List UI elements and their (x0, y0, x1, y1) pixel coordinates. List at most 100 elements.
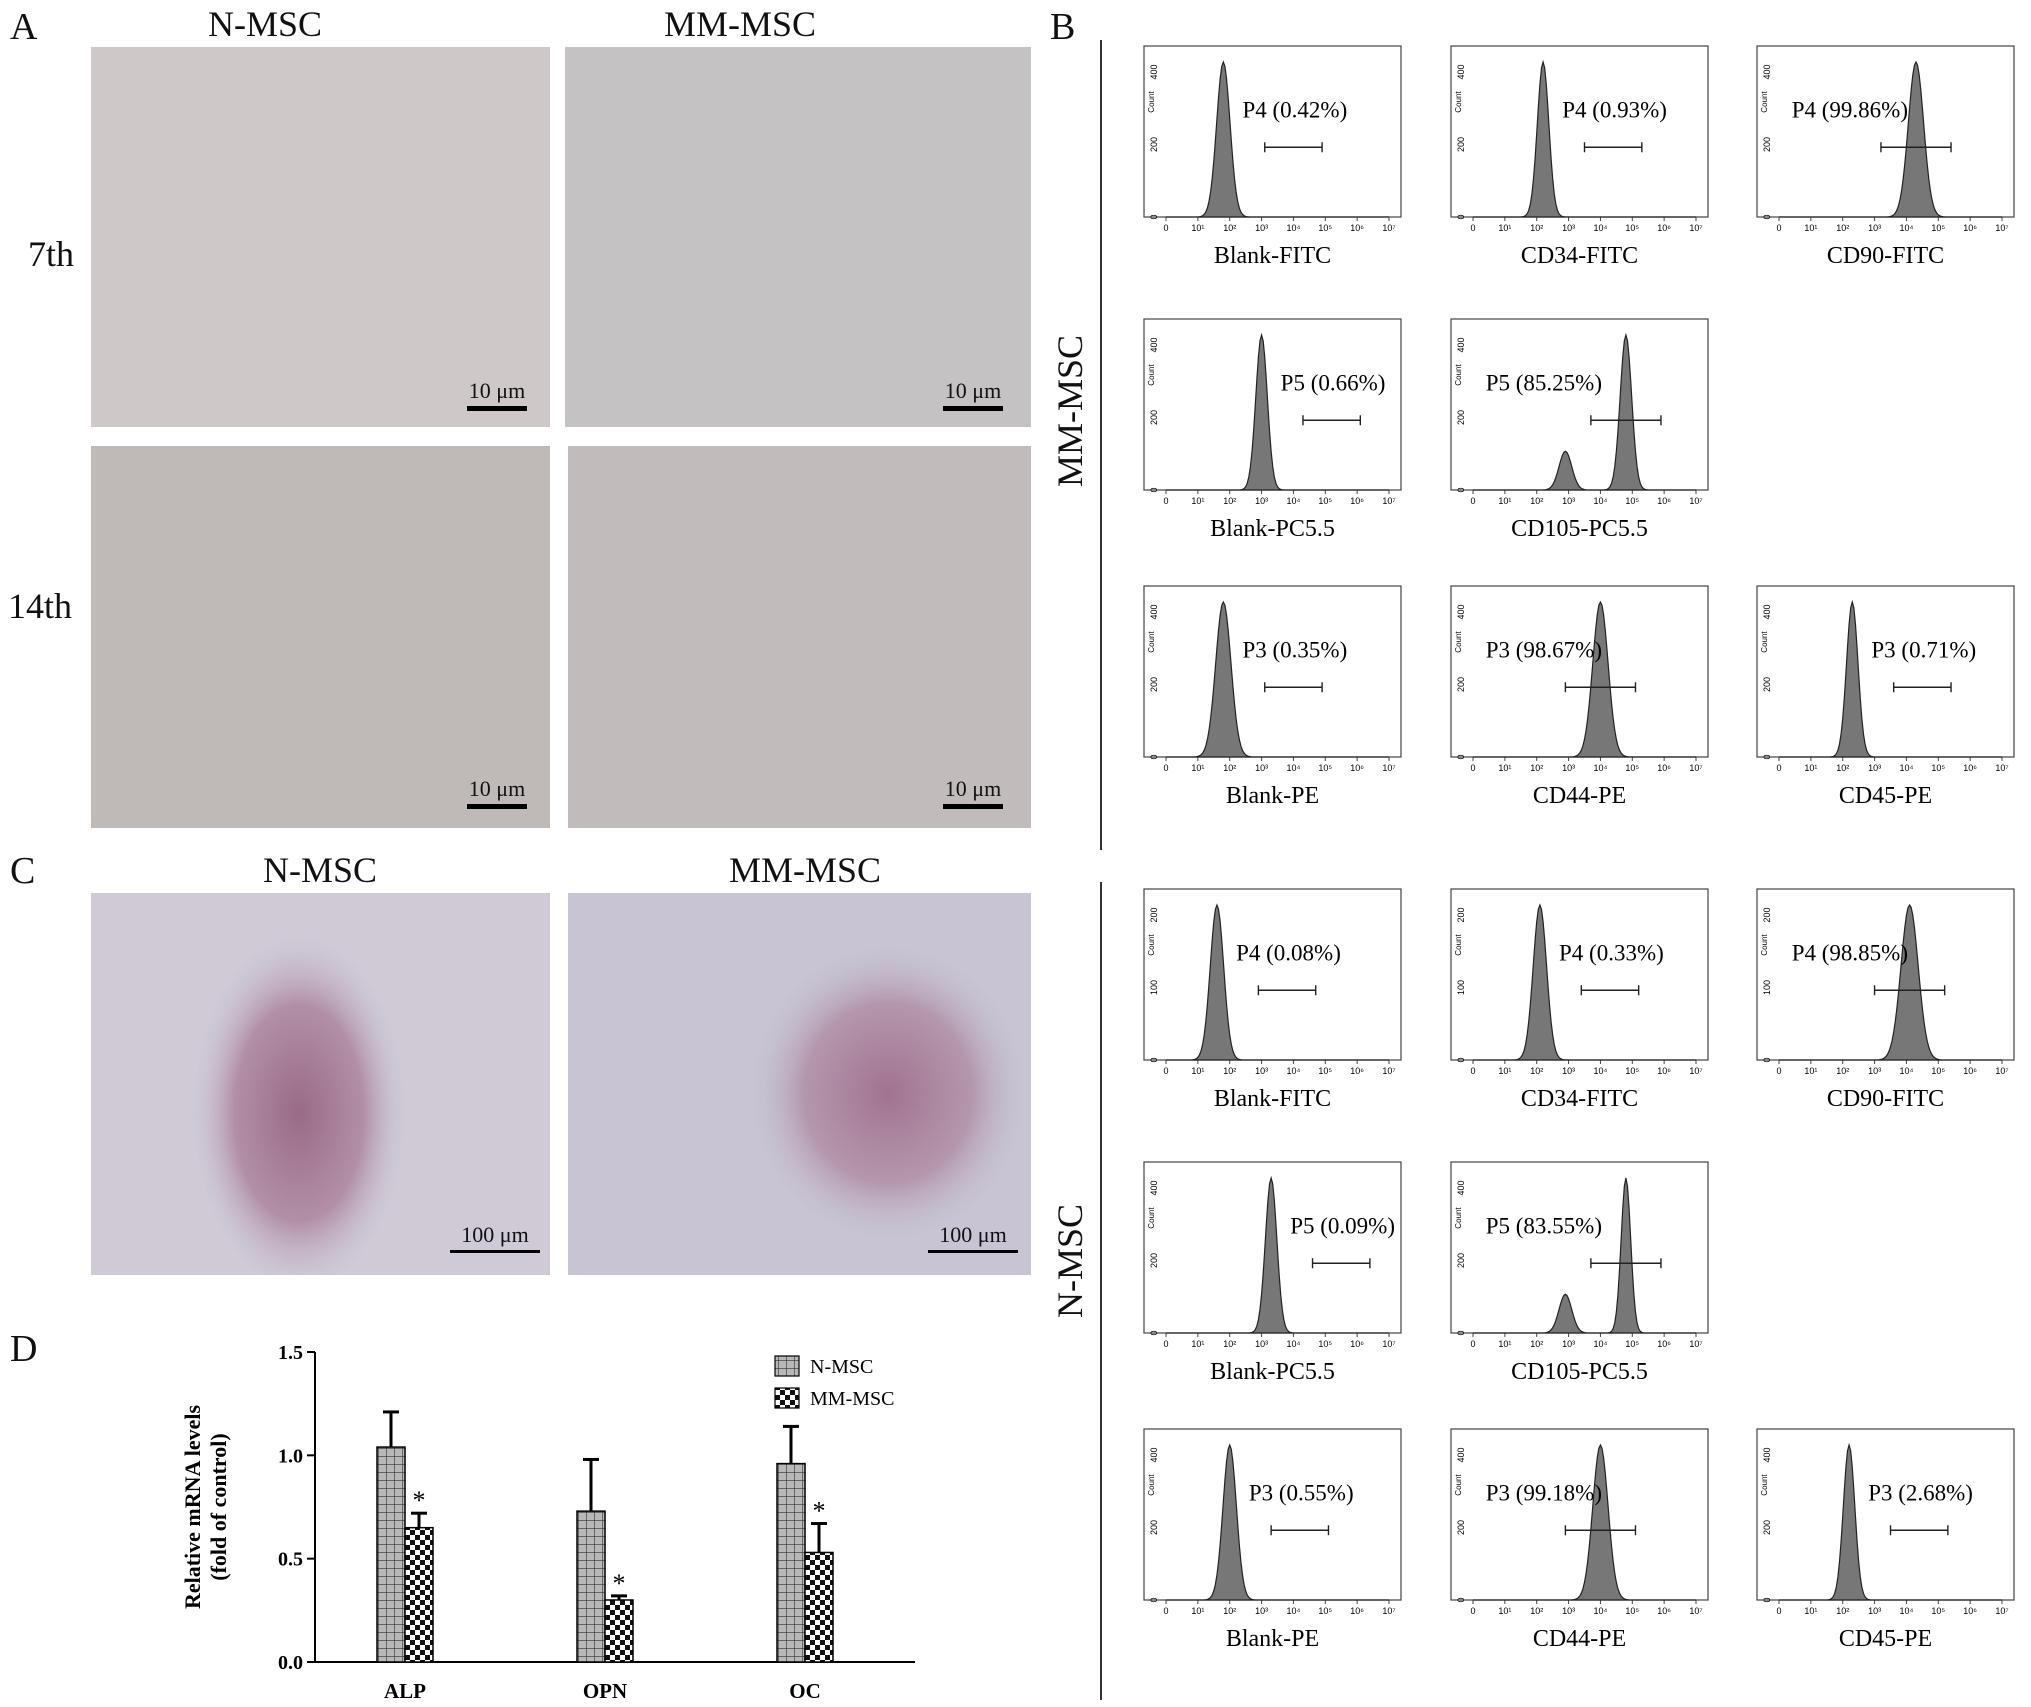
x-tick-label: 10⁵ (1625, 1606, 1639, 1616)
y-tick-label: 200 (1456, 410, 1466, 425)
x-tick-label: 10⁵ (1931, 763, 1945, 773)
x-tick-label: 10⁷ (1995, 1606, 2008, 1616)
y-tick-label: 200 (1762, 677, 1772, 692)
x-tick-label: 0 (1776, 1066, 1781, 1076)
x-tick-label: 10⁴ (1593, 763, 1607, 773)
significance-marker: * (613, 1569, 626, 1598)
flow-histogram: 0 200 400 Count 0 10¹ 10² 10³ 10⁴ 10⁵ 10⁶ 10⁷ P5 (83… (1447, 1158, 1712, 1413)
bar (804, 1551, 834, 1663)
x-tick-label: 10² (1836, 223, 1849, 233)
x-tick-label: 10¹ (1498, 763, 1511, 773)
scale-bar: 100 μm (918, 1222, 1028, 1253)
bar (776, 1462, 806, 1663)
y-tick-label: 1.5 (278, 1342, 303, 1364)
x-tick-label: 10² (1530, 223, 1543, 233)
y-axis-label: Count (1147, 934, 1156, 956)
y-axis-label: Count (1760, 934, 1769, 956)
gate-label: P3 (99.18%) (1486, 1480, 1602, 1505)
gate-label: P5 (0.66%) (1281, 370, 1386, 395)
y-tick-label: 400 (1149, 1447, 1159, 1462)
y-tick-label: 200 (1456, 137, 1466, 152)
x-tick-label: 10⁵ (1931, 1606, 1945, 1616)
y-axis-label: Count (1454, 934, 1463, 956)
gate-label: P4 (0.93%) (1562, 97, 1667, 122)
y-tick-label: 0 (1149, 1597, 1159, 1602)
x-tick-label: 10³ (1562, 763, 1575, 773)
y-tick-label: 200 (1762, 907, 1772, 922)
x-tick-label: 0 (1163, 1606, 1168, 1616)
y-axis-label: Count (1147, 1474, 1156, 1496)
histogram-curve (1779, 60, 2002, 218)
x-tick-label: 10⁷ (1382, 1339, 1395, 1349)
bar (576, 1510, 606, 1663)
x-tick-label: 10³ (1562, 1339, 1575, 1349)
gate-label: P3 (98.67%) (1486, 637, 1602, 662)
scale-bar-label: 100 μm (939, 1222, 1007, 1247)
plot-frame (1450, 1161, 1709, 1334)
x-tick-label: 10⁷ (1382, 1066, 1395, 1076)
bar (604, 1599, 634, 1663)
x-tick-label: 10³ (1562, 223, 1575, 233)
histogram-curve (1473, 59, 1696, 218)
plot-frame (1143, 1428, 1402, 1601)
x-tick-label: 10⁵ (1931, 223, 1945, 233)
histogram-title: Blank-PC5.5 (1210, 516, 1335, 542)
x-tick-label: 10⁷ (1689, 496, 1702, 506)
histogram-title: CD105-PC5.5 (1511, 1359, 1648, 1385)
x-tick-label: 10³ (1255, 763, 1268, 773)
x-tick-label: ALP (384, 1679, 426, 1700)
x-tick-label: 10⁶ (1657, 1606, 1671, 1616)
gate-label: P4 (0.08%) (1236, 940, 1341, 965)
x-tick-label: 10⁵ (1931, 1066, 1945, 1076)
micrograph-mm-msc-7th (565, 47, 1031, 427)
panel-a-column-title: N-MSC (207, 4, 323, 44)
x-tick-label: 10⁶ (1657, 1066, 1671, 1076)
x-tick-label: 10⁶ (1657, 1339, 1671, 1349)
histogram-title: CD44-PE (1533, 783, 1626, 809)
histogram-curve (1166, 60, 1389, 218)
x-tick-label: 10¹ (1804, 1066, 1817, 1076)
histogram-title: CD45-PE (1839, 1626, 1932, 1652)
x-tick-label: 10² (1836, 1606, 1849, 1616)
y-tick-label: 400 (1149, 604, 1159, 619)
y-axis-label: Count (1147, 631, 1156, 653)
x-tick-label: 10⁴ (1593, 223, 1607, 233)
x-tick-label: 10⁷ (1382, 763, 1395, 773)
panel-a-row-title: 14th (8, 586, 73, 626)
x-tick-label: 10⁴ (1593, 1066, 1607, 1076)
x-tick-label: 10³ (1255, 1066, 1268, 1076)
scale-bar-label: 100 μm (461, 1222, 529, 1247)
x-tick-label: 10⁴ (1899, 1066, 1913, 1076)
panel-letter-b: B (1050, 6, 1076, 48)
panel-c-column-title: N-MSC (262, 850, 378, 890)
gate-label: P5 (0.09%) (1290, 1213, 1395, 1238)
histogram-curve (1166, 600, 1389, 758)
staining-image-n-msc (91, 893, 550, 1275)
histogram-title: CD34-FITC (1521, 243, 1638, 269)
x-tick-label: 10⁷ (1995, 763, 2008, 773)
x-tick-label: 10¹ (1191, 223, 1204, 233)
flow-histogram: 0 200 400 Count 0 10¹ 10² 10³ 10⁴ 10⁵ 10⁶ 10⁷ P3 (98… (1447, 582, 1712, 837)
flow-histogram: 0 200 400 Count 0 10¹ 10² 10³ 10⁴ 10⁵ 10⁶ 10⁷ P3 (0.… (1140, 1425, 1405, 1680)
histogram-title: CD105-PC5.5 (1511, 516, 1648, 542)
x-tick-label: 0 (1470, 496, 1475, 506)
significance-marker: * (813, 1497, 826, 1526)
gate-label: P4 (0.42%) (1242, 97, 1347, 122)
x-tick-label: 0 (1470, 223, 1475, 233)
x-tick-label: 10² (1223, 763, 1236, 773)
panel-letter-d: D (10, 1328, 38, 1370)
x-tick-label: 10⁴ (1286, 496, 1300, 506)
x-tick-label: 10² (1530, 763, 1543, 773)
scale-bar: 10 μm (928, 776, 1018, 809)
x-tick-label: 10⁴ (1899, 223, 1913, 233)
y-tick-label: 0.5 (278, 1549, 303, 1571)
scale-bar: 100 μm (440, 1222, 550, 1253)
histogram-curve (1473, 332, 1696, 491)
gate-label: P3 (2.68%) (1868, 1480, 1973, 1505)
gate-label: P5 (85.25%) (1486, 370, 1602, 395)
y-tick-label: 200 (1149, 1253, 1159, 1268)
x-tick-label: 10⁶ (1350, 223, 1364, 233)
legend-swatch (774, 1387, 800, 1409)
x-tick-label: 10² (1223, 496, 1236, 506)
x-tick-label: 10⁵ (1318, 1339, 1332, 1349)
